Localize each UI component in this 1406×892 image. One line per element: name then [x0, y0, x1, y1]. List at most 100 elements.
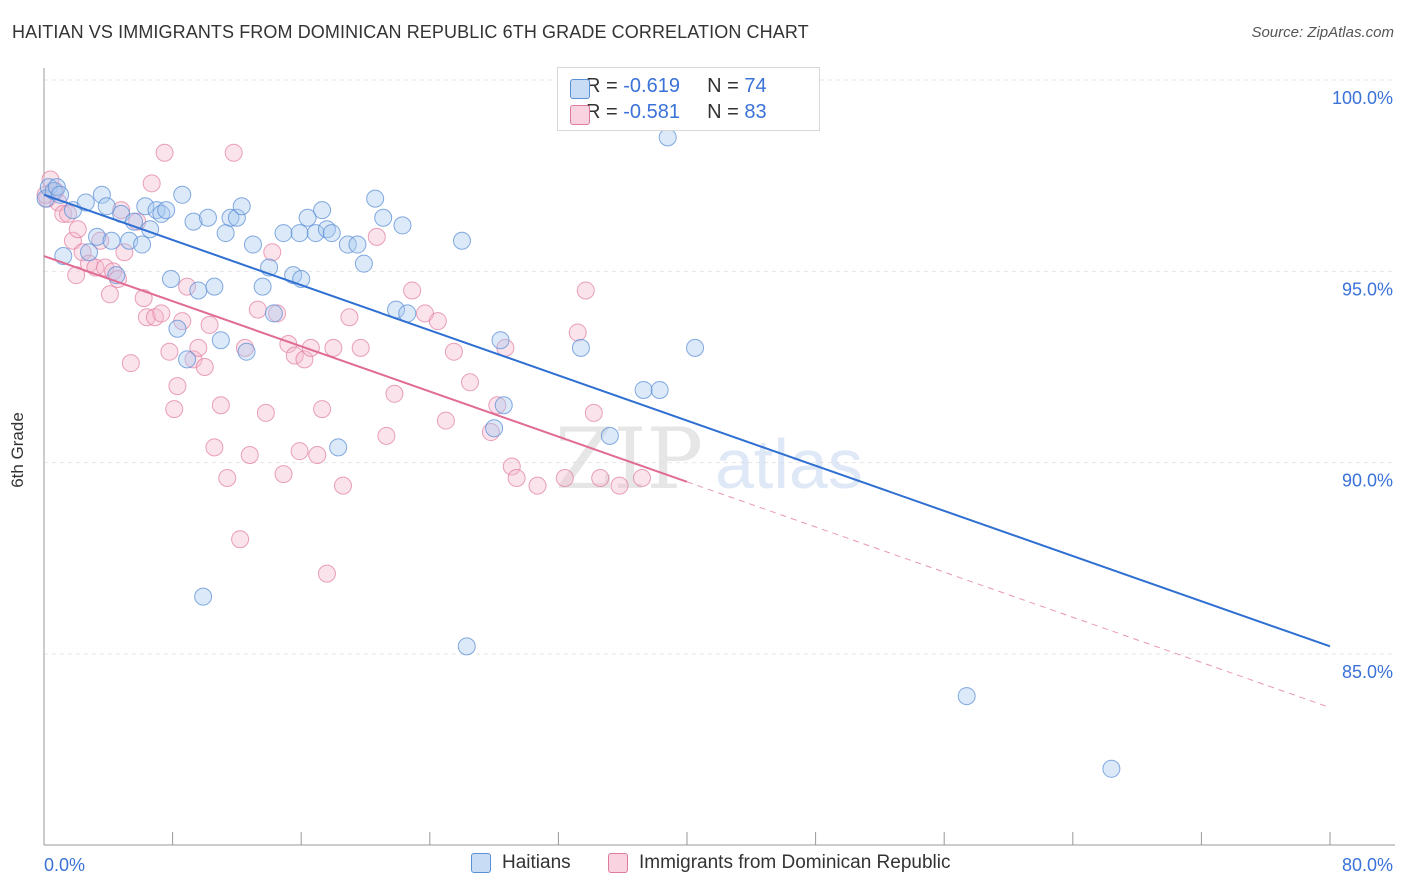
- data-point-haitians: [211, 331, 230, 350]
- data-point-dominican: [152, 304, 171, 323]
- data-point-dominican: [436, 411, 455, 430]
- data-point-dominican: [444, 342, 463, 361]
- data-point-haitians: [322, 224, 341, 243]
- data-point-dominican: [555, 468, 574, 487]
- data-point-dominican: [205, 438, 224, 457]
- data-point-dominican: [178, 277, 197, 296]
- legend-swatch-pink: [570, 105, 590, 125]
- data-point-haitians: [102, 231, 121, 250]
- data-point-dominican: [385, 384, 404, 403]
- data-point-haitians: [88, 227, 107, 246]
- data-point-haitians: [194, 587, 213, 606]
- data-point-dominican: [63, 231, 82, 250]
- data-point-haitians: [650, 380, 669, 399]
- data-point-dominican: [100, 285, 119, 304]
- data-point-dominican: [591, 468, 610, 487]
- axes: [43, 68, 1395, 846]
- data-point-haitians: [133, 235, 152, 254]
- n-value: 74: [744, 75, 767, 97]
- data-point-haitians: [243, 235, 262, 254]
- data-point-haitians: [178, 350, 197, 369]
- legend-label-dominican: Immigrants from Dominican Republic: [639, 852, 951, 873]
- data-point-dominican: [218, 468, 237, 487]
- data-point-dominican: [231, 530, 250, 549]
- data-point-dominican: [576, 281, 595, 300]
- data-point-haitians: [298, 208, 317, 227]
- legend-row-haitians: R = -0.619 N = 74: [570, 75, 767, 101]
- data-point-haitians: [457, 637, 476, 656]
- x-tick-label: 0.0%: [44, 855, 85, 875]
- data-point-haitians: [313, 201, 332, 220]
- data-point-haitians: [161, 269, 180, 288]
- data-point-dominican: [290, 442, 309, 461]
- tick-labels: 85.0% 90.0% 95.0% 100.0% 0.0% 80.0%: [44, 88, 1393, 875]
- watermark-zip: ZIP: [555, 410, 703, 508]
- data-point-haitians: [221, 208, 240, 227]
- data-point-dominican: [340, 308, 359, 327]
- data-point-haitians: [97, 197, 116, 216]
- y-axis-label: 6th Grade: [8, 412, 27, 488]
- data-point-haitians: [600, 426, 619, 445]
- data-point-dominican: [160, 342, 179, 361]
- data-point-dominican: [460, 373, 479, 392]
- data-point-dominican: [248, 300, 267, 319]
- data-point-dominican: [507, 468, 526, 487]
- data-point-haitians: [354, 254, 373, 273]
- r-value: -0.581: [623, 101, 680, 123]
- data-point-dominican: [317, 564, 336, 583]
- data-point-haitians: [227, 208, 246, 227]
- legend-swatch-pink: [608, 853, 628, 873]
- data-point-haitians: [189, 281, 208, 300]
- data-point-dominican: [134, 289, 153, 308]
- data-point-haitians: [485, 419, 504, 438]
- data-point-haitians: [92, 185, 111, 204]
- r-value: -0.619: [623, 75, 680, 97]
- data-point-dominican: [189, 338, 208, 357]
- data-point-dominican: [256, 403, 275, 422]
- watermark: ZIP atlas: [555, 410, 863, 508]
- data-point-haitians: [348, 235, 367, 254]
- data-point-dominican: [403, 281, 422, 300]
- data-point-haitians: [957, 687, 976, 706]
- data-point-haitians: [393, 216, 412, 235]
- data-point-dominican: [195, 358, 214, 376]
- data-point-haitians: [571, 338, 590, 357]
- data-point-haitians: [1102, 759, 1121, 778]
- legend-swatch-blue: [471, 853, 491, 873]
- data-point-dominican: [200, 315, 219, 334]
- data-point-haitians: [658, 128, 677, 147]
- data-point-dominican: [333, 476, 352, 495]
- y-tick-label: 85.0%: [1342, 662, 1393, 682]
- data-point-haitians: [306, 224, 325, 243]
- data-point-dominican: [295, 350, 314, 369]
- data-point-dominican: [568, 323, 587, 342]
- data-point-dominican: [165, 400, 184, 419]
- data-point-haitians: [237, 342, 256, 361]
- data-point-haitians: [634, 380, 653, 399]
- source-label: Source: ZipAtlas.com: [1251, 24, 1394, 41]
- chart-title: HAITIAN VS IMMIGRANTS FROM DOMINICAN REP…: [12, 22, 809, 42]
- data-point-dominican: [155, 143, 174, 162]
- legend-row-dominican: R = -0.581 N = 83: [570, 101, 767, 127]
- data-point-dominican: [610, 476, 629, 495]
- data-point-dominican: [528, 476, 547, 495]
- data-point-haitians: [157, 201, 176, 220]
- data-point-haitians: [338, 235, 357, 254]
- data-point-dominican: [351, 338, 370, 357]
- data-point-haitians: [80, 243, 99, 262]
- data-point-haitians: [686, 338, 705, 357]
- x-tick-label: 80.0%: [1342, 855, 1393, 875]
- trend-line-dominican-extension: [686, 481, 1331, 709]
- data-point-dominican: [211, 396, 230, 415]
- series-legend: Haitians Immigrants from Dominican Repub…: [0, 852, 1406, 878]
- y-tick-label: 90.0%: [1342, 471, 1393, 491]
- blue-points: [36, 71, 1121, 778]
- data-point-dominican: [632, 468, 651, 487]
- data-point-dominican: [224, 143, 243, 162]
- data-point-haitians: [494, 396, 513, 415]
- data-point-haitians: [76, 193, 95, 212]
- data-point-dominican: [115, 243, 134, 262]
- r-label: R =: [586, 75, 624, 97]
- data-point-haitians: [366, 189, 385, 208]
